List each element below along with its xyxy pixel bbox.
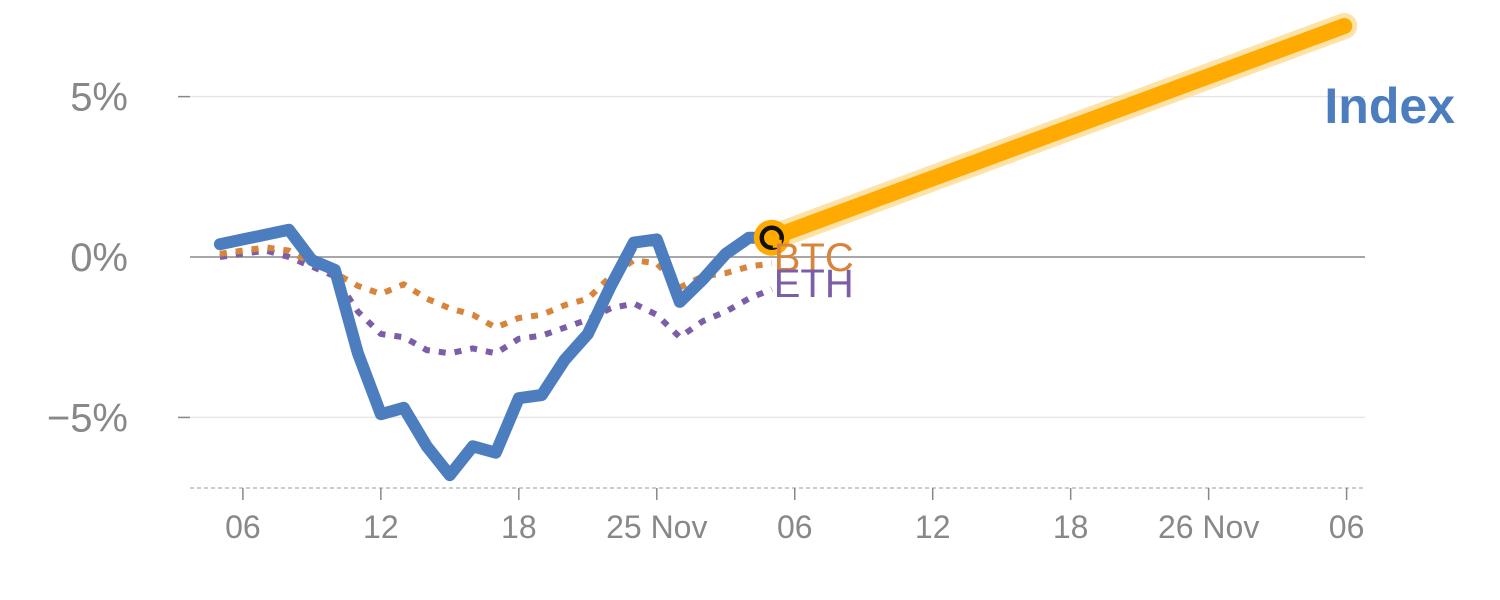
x-tick-label: 06 bbox=[777, 509, 813, 545]
series-label-eth: ETH bbox=[774, 262, 854, 306]
x-tick-label: 12 bbox=[363, 509, 399, 545]
x-tick-label: 25 Nov bbox=[606, 509, 707, 545]
x-tick-label: 18 bbox=[501, 509, 537, 545]
axis-layer: 5% 0% −5% 06 12 18 25 Nov 06 12 18 26 Nov 06 bbox=[47, 76, 1365, 545]
highlight-point-ring bbox=[759, 225, 785, 251]
highlight-point-notch bbox=[772, 239, 782, 248]
series-layer bbox=[213, 223, 778, 482]
series-label-index: Index bbox=[1324, 78, 1455, 134]
forecast-line bbox=[763, 18, 1353, 246]
x-tick-label: 06 bbox=[225, 509, 261, 545]
x-tick-label: 12 bbox=[915, 509, 951, 545]
series-line-eth bbox=[219, 247, 773, 357]
x-tick-label: 26 Nov bbox=[1158, 509, 1259, 545]
forecast-layer bbox=[753, 13, 1358, 256]
y-tick-label: 5% bbox=[70, 76, 128, 120]
y-tick-label: 0% bbox=[70, 236, 128, 280]
series-label-btc: BTC bbox=[774, 236, 854, 280]
series-line-index bbox=[213, 223, 778, 482]
y-tick-label: −5% bbox=[47, 396, 128, 440]
x-tick-label: 06 bbox=[1329, 509, 1365, 545]
x-tick-label: 18 bbox=[1053, 509, 1089, 545]
